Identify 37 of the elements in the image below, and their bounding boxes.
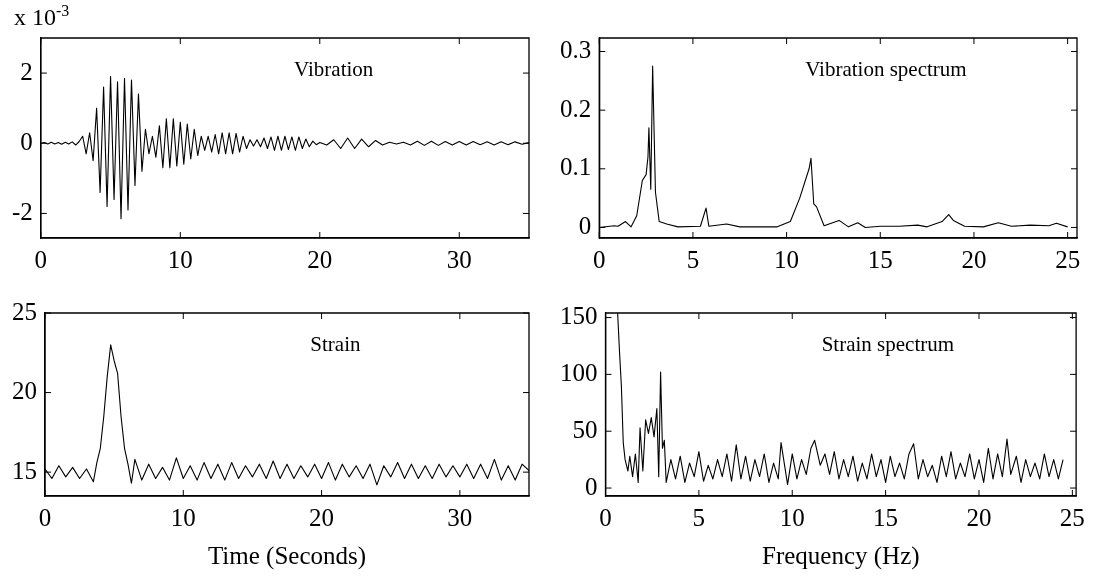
y-tick-label: 0.1 xyxy=(560,153,592,181)
x-tick-label: 20 xyxy=(966,503,992,531)
y-tick-label: -2 xyxy=(12,198,33,225)
x-tick-label: 10 xyxy=(779,503,805,531)
y-tick-label: 0 xyxy=(20,127,33,155)
text: x 10$^{-3}$ xyxy=(14,2,70,31)
y-tick-label: 0.3 xyxy=(560,36,592,64)
x-tick-label: 20 xyxy=(307,245,333,273)
text: Vibration spectrum xyxy=(805,57,967,82)
x-tick-label: 10 xyxy=(167,245,193,273)
x-tick-label: 25 xyxy=(1055,245,1081,273)
y-tick-label: 15 xyxy=(12,456,37,484)
x-tick-label: 30 xyxy=(446,245,472,273)
x-tick-label: 20 xyxy=(961,245,987,273)
y-tick-label: 0 xyxy=(585,472,598,500)
y-tick-label: 100 xyxy=(560,358,598,386)
x-tick-label: 15 xyxy=(873,503,899,531)
y-tick-label: 25 xyxy=(12,297,37,325)
y-tick-label: 150 xyxy=(560,302,598,330)
y-tick-label: 20 xyxy=(12,377,37,405)
x-tick-label: 10 xyxy=(170,503,196,531)
text: Strain spectrum xyxy=(821,332,955,357)
x-axis-title: Frequency (Hz) xyxy=(762,541,920,570)
x-tick-label: 30 xyxy=(447,503,473,531)
x-axis-title: Time (Seconds) xyxy=(207,541,367,570)
x-tick-label: 15 xyxy=(867,245,893,273)
x-tick-label: 5 xyxy=(692,503,706,531)
x-tick-label: 10 xyxy=(774,245,800,273)
y-tick-label: 2 xyxy=(20,57,33,85)
text: Strain xyxy=(310,332,361,357)
x-tick-label: 20 xyxy=(309,503,335,531)
x-tick-label: 5 xyxy=(686,245,700,273)
y-tick-label: 0.2 xyxy=(560,94,592,122)
text: Vibration xyxy=(294,57,374,82)
y-tick-label: 50 xyxy=(572,415,598,443)
y-tick-label: 0 xyxy=(578,212,592,240)
x-tick-label: 25 xyxy=(1059,503,1085,531)
